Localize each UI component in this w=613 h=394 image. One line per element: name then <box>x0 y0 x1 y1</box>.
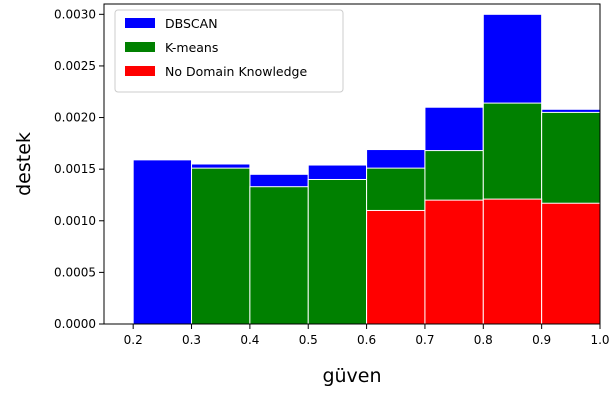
legend-label: No Domain Knowledge <box>165 64 307 79</box>
legend-swatch <box>125 18 155 28</box>
x-tick-label: 0.9 <box>532 333 551 347</box>
legend-label: DBSCAN <box>165 16 218 31</box>
legend-box <box>114 9 344 93</box>
y-tick-label: 0.0030 <box>54 7 96 21</box>
y-tick-label: 0.0020 <box>54 111 96 125</box>
bar-dbscan-0 <box>132 159 193 325</box>
y-tick-label: 0.0025 <box>54 59 96 73</box>
bar-k-means-1 <box>191 167 251 325</box>
bar-k-means-3 <box>307 178 368 325</box>
legend: DBSCAN K-means No Domain Knowledge <box>114 9 344 93</box>
bar-k-means-2 <box>249 186 309 325</box>
x-axis-label: güven <box>322 365 381 387</box>
y-tick-label: 0.0000 <box>54 317 96 331</box>
x-tick-label: 0.4 <box>240 333 259 347</box>
y-axis-ticks: 0.0000 0.0005 0.0010 0.0015 0.0020 0.0025 0.00… <box>54 7 104 331</box>
bar-no-domain-knowledge-6 <box>482 198 543 325</box>
legend-label: K-means <box>165 40 218 55</box>
bar-no-domain-knowledge-7 <box>541 202 601 325</box>
x-tick-label: 0.3 <box>182 333 201 347</box>
x-tick-label: 0.2 <box>124 333 143 347</box>
x-tick-label: 0.8 <box>474 333 493 347</box>
y-tick-label: 0.0010 <box>54 214 96 228</box>
y-tick-label: 0.0015 <box>54 162 96 176</box>
bars-group <box>132 13 601 325</box>
x-tick-label: 0.5 <box>299 333 318 347</box>
x-tick-label: 0.6 <box>357 333 376 347</box>
x-tick-label: 0.7 <box>415 333 434 347</box>
y-axis-label: destek <box>13 132 35 196</box>
bar-no-domain-knowledge-4 <box>366 209 426 325</box>
legend-swatch <box>125 66 155 76</box>
x-tick-label: 1.0 <box>590 333 609 347</box>
legend-swatch <box>125 42 155 52</box>
y-tick-label: 0.0005 <box>54 265 96 279</box>
bar-no-domain-knowledge-5 <box>424 199 484 325</box>
x-axis-ticks: 0.2 0.3 0.4 0.5 0.6 0.7 0.8 0.9 1.0 <box>124 324 610 347</box>
plot-frame <box>103 3 601 325</box>
